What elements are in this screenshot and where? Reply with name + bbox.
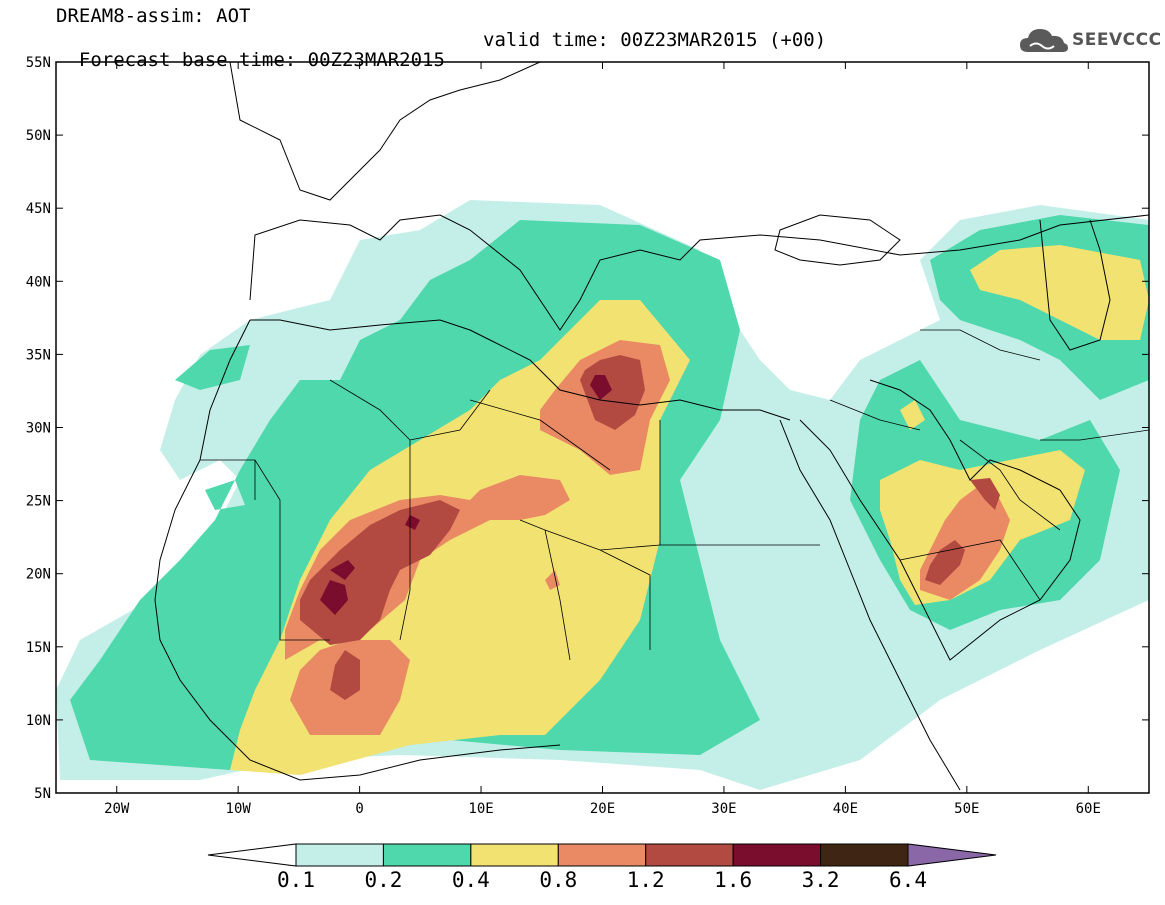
aot-field bbox=[56, 200, 1149, 790]
colorbar-label: 0.8 bbox=[539, 868, 577, 892]
lat-tick-label: 20N bbox=[26, 567, 51, 583]
coastline-europe bbox=[249, 214, 1149, 331]
coastline-north-africa bbox=[250, 319, 791, 421]
lat-tick-label: 10N bbox=[26, 713, 51, 729]
forecast-time-line: Forecast base time: 00Z23MAR2015 valid t… bbox=[56, 30, 826, 90]
colorbar-swatch bbox=[732, 843, 822, 867]
lon-tick-label: 60E bbox=[1076, 801, 1101, 817]
country-borders bbox=[200, 329, 1149, 661]
colorbar-label: 1.6 bbox=[714, 868, 752, 892]
colorbar-under-arrow bbox=[207, 843, 297, 867]
valid-time-label: valid time: 00Z23MAR2015 (+00) bbox=[483, 29, 827, 51]
lat-tick-label: 35N bbox=[26, 347, 51, 363]
seevccc-logo: SEEVCCC bbox=[1018, 22, 1161, 58]
colorbar-label: 1.2 bbox=[627, 868, 665, 892]
colorbar-swatch bbox=[470, 843, 559, 867]
colorbar-label: 3.2 bbox=[802, 868, 840, 892]
model-title: DREAM8-assim: AOT bbox=[56, 5, 251, 27]
colorbar: 0.1 0.2 0.4 0.8 1.2 1.6 3.2 6.4 bbox=[207, 843, 997, 892]
aot-level-0.4 bbox=[230, 245, 1149, 775]
colorbar-label: 6.4 bbox=[889, 868, 927, 892]
colorbar-swatch bbox=[382, 843, 472, 867]
lat-tick-label: 30N bbox=[26, 421, 51, 437]
colorbar-swatch bbox=[820, 843, 909, 867]
aot-level-1.2 bbox=[300, 355, 1000, 700]
logo-text: SEEVCCC bbox=[1072, 30, 1162, 50]
colorbar-swatch bbox=[557, 843, 647, 867]
coastline-red-sea bbox=[779, 419, 961, 791]
lat-tick-label: 5N bbox=[34, 786, 51, 802]
colorbar-label: 0.4 bbox=[452, 868, 490, 892]
colorbar-over-arrow bbox=[907, 843, 997, 867]
colorbar-swatch bbox=[295, 843, 384, 867]
coastline-northern-europe bbox=[229, 62, 541, 201]
lat-tick-label: 55N bbox=[26, 55, 51, 71]
lon-tick-label: 40E bbox=[833, 801, 858, 817]
lon-tick-label: 50E bbox=[954, 801, 979, 817]
lon-tick-label: 0 bbox=[355, 801, 363, 817]
lon-tick-label: 10W bbox=[226, 801, 252, 817]
lat-tick-label: 15N bbox=[26, 640, 51, 656]
cloud-icon bbox=[1020, 29, 1068, 52]
longitude-axis: 20W 10W 0 10E 20E 30E 40E 50E 60E bbox=[104, 62, 1101, 817]
colorbar-swatch bbox=[645, 843, 734, 867]
lat-tick-label: 25N bbox=[26, 494, 51, 510]
coastline-west-africa bbox=[154, 319, 561, 781]
lon-tick-label: 20E bbox=[590, 801, 615, 817]
colorbar-label: 0.1 bbox=[277, 868, 315, 892]
coastline-arabia bbox=[799, 379, 1081, 661]
coastline-black-sea bbox=[774, 214, 901, 266]
lat-tick-label: 40N bbox=[26, 274, 51, 290]
lon-tick-label: 20W bbox=[104, 801, 130, 817]
coastlines bbox=[154, 62, 1149, 791]
lon-tick-label: 30E bbox=[711, 801, 736, 817]
lat-tick-label: 50N bbox=[26, 128, 51, 144]
coastline-caspian bbox=[1039, 219, 1111, 351]
lat-tick-label: 45N bbox=[26, 201, 51, 217]
colorbar-label: 0.2 bbox=[364, 868, 402, 892]
latitude-axis: 55N 50N 45N 40N 35N 30N 25N 20N 15N 10N 5N bbox=[26, 55, 1149, 802]
base-time-label: Forecast base time: 00Z23MAR2015 bbox=[78, 49, 445, 71]
lon-tick-label: 10E bbox=[468, 801, 493, 817]
